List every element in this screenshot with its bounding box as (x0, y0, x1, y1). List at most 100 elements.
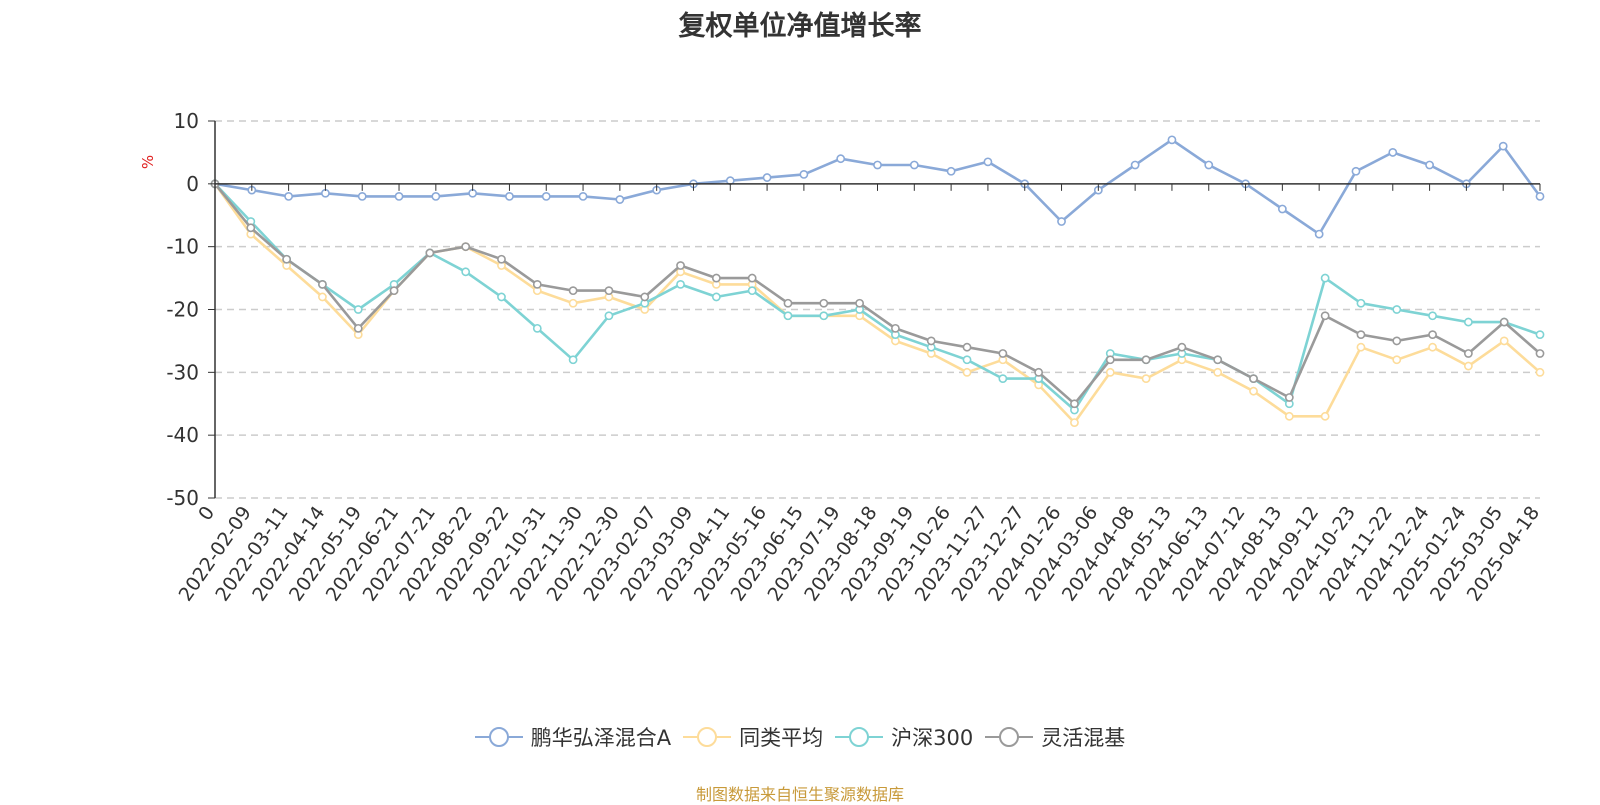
legend-marker-icon (474, 727, 523, 747)
legend-item[interactable]: 灵活混基 (985, 722, 1125, 752)
series-line (213, 182, 1542, 406)
series-lines (210, 135, 1545, 427)
data-point (1314, 229, 1324, 239)
data-point (962, 342, 972, 352)
data-point (1057, 217, 1066, 226)
data-point (425, 248, 435, 258)
data-point (568, 355, 578, 365)
data-point (640, 292, 650, 302)
data-point (389, 286, 399, 296)
data-point (497, 292, 506, 302)
legend-label: 灵活混基 (1041, 726, 1126, 750)
data-point (541, 191, 551, 201)
data-point (394, 191, 404, 201)
data-point (532, 279, 542, 289)
legend-label: 同类平均 (739, 726, 824, 750)
data-point (1535, 330, 1545, 340)
data-point (1320, 273, 1330, 283)
y-tick-label: -30 (166, 360, 199, 384)
data-point (1535, 349, 1545, 358)
data-point (799, 170, 809, 179)
data-point (1463, 317, 1473, 327)
data-point (1105, 367, 1115, 377)
legend-item[interactable]: 鹏华弘泽混合A (474, 722, 672, 752)
data-point (747, 286, 757, 296)
data-point (946, 166, 956, 176)
data-point (1249, 374, 1258, 384)
data-point (1498, 141, 1508, 151)
data-point (282, 254, 292, 264)
data-point (578, 191, 588, 201)
data-point (1392, 355, 1402, 365)
data-point (747, 273, 757, 283)
x-tick-label: 0 (194, 502, 219, 525)
legend-marker-icon (985, 727, 1034, 747)
data-point (926, 336, 936, 346)
data-point (1249, 386, 1258, 396)
data-point (983, 157, 993, 167)
data-point (1356, 298, 1366, 308)
data-point (998, 374, 1008, 384)
data-point (1284, 411, 1294, 421)
data-point (1177, 342, 1187, 352)
legend-marker-icon (835, 727, 884, 747)
data-point (1070, 399, 1079, 409)
data-point (1428, 311, 1437, 321)
data-point (568, 298, 578, 308)
data-point (676, 279, 685, 289)
data-point (1463, 349, 1473, 358)
data-point (1277, 204, 1287, 214)
legend-item[interactable]: 同类平均 (683, 722, 823, 752)
y-axis-unit: % (139, 155, 157, 169)
data-point (1167, 135, 1177, 145)
data-point (998, 349, 1008, 358)
data-point (1204, 160, 1214, 170)
y-tick-label: -10 (166, 235, 199, 259)
data-point (1141, 355, 1151, 365)
y-tick-label: -50 (166, 486, 199, 510)
data-point (1284, 393, 1294, 402)
series-line (213, 182, 1542, 424)
data-point (505, 191, 514, 201)
data-point (1463, 361, 1473, 371)
legend-label: 沪深300 (891, 726, 974, 750)
data-point (532, 323, 542, 333)
data-point (855, 298, 864, 308)
data-point (1213, 355, 1223, 365)
data-point (431, 191, 441, 201)
legend-item[interactable]: 沪深300 (835, 722, 973, 752)
data-point (461, 242, 471, 252)
data-point (353, 323, 363, 333)
data-point (1351, 166, 1361, 176)
y-tick-label: -20 (166, 298, 199, 322)
data-point (962, 367, 972, 377)
data-point (676, 261, 685, 270)
data-point (1356, 330, 1366, 340)
data-point (568, 286, 578, 296)
data-point (1392, 336, 1402, 346)
data-point (836, 154, 846, 164)
data-point (604, 286, 614, 296)
data-point (711, 273, 721, 283)
data-point (1428, 330, 1437, 340)
data-point (497, 254, 506, 264)
axes (208, 120, 1541, 499)
source-note: 制图数据来自恒生聚源数据库 (695, 785, 904, 804)
data-point (819, 311, 829, 321)
data-point (1499, 336, 1509, 346)
data-point (284, 191, 294, 201)
legend: 鹏华弘泽混合A 同类平均 沪深300 灵活混基 (0, 722, 1600, 752)
data-point (1105, 355, 1115, 365)
legend-label: 鹏华弘泽混合A (530, 726, 672, 750)
data-point (246, 223, 256, 233)
data-point (357, 191, 367, 201)
y-tick-label: 10 (174, 109, 199, 133)
data-point (1213, 367, 1223, 377)
data-point (461, 267, 471, 277)
data-point (783, 298, 793, 308)
data-point (615, 195, 625, 204)
data-point (1499, 317, 1509, 327)
data-point (1392, 305, 1402, 314)
data-point (762, 173, 772, 182)
